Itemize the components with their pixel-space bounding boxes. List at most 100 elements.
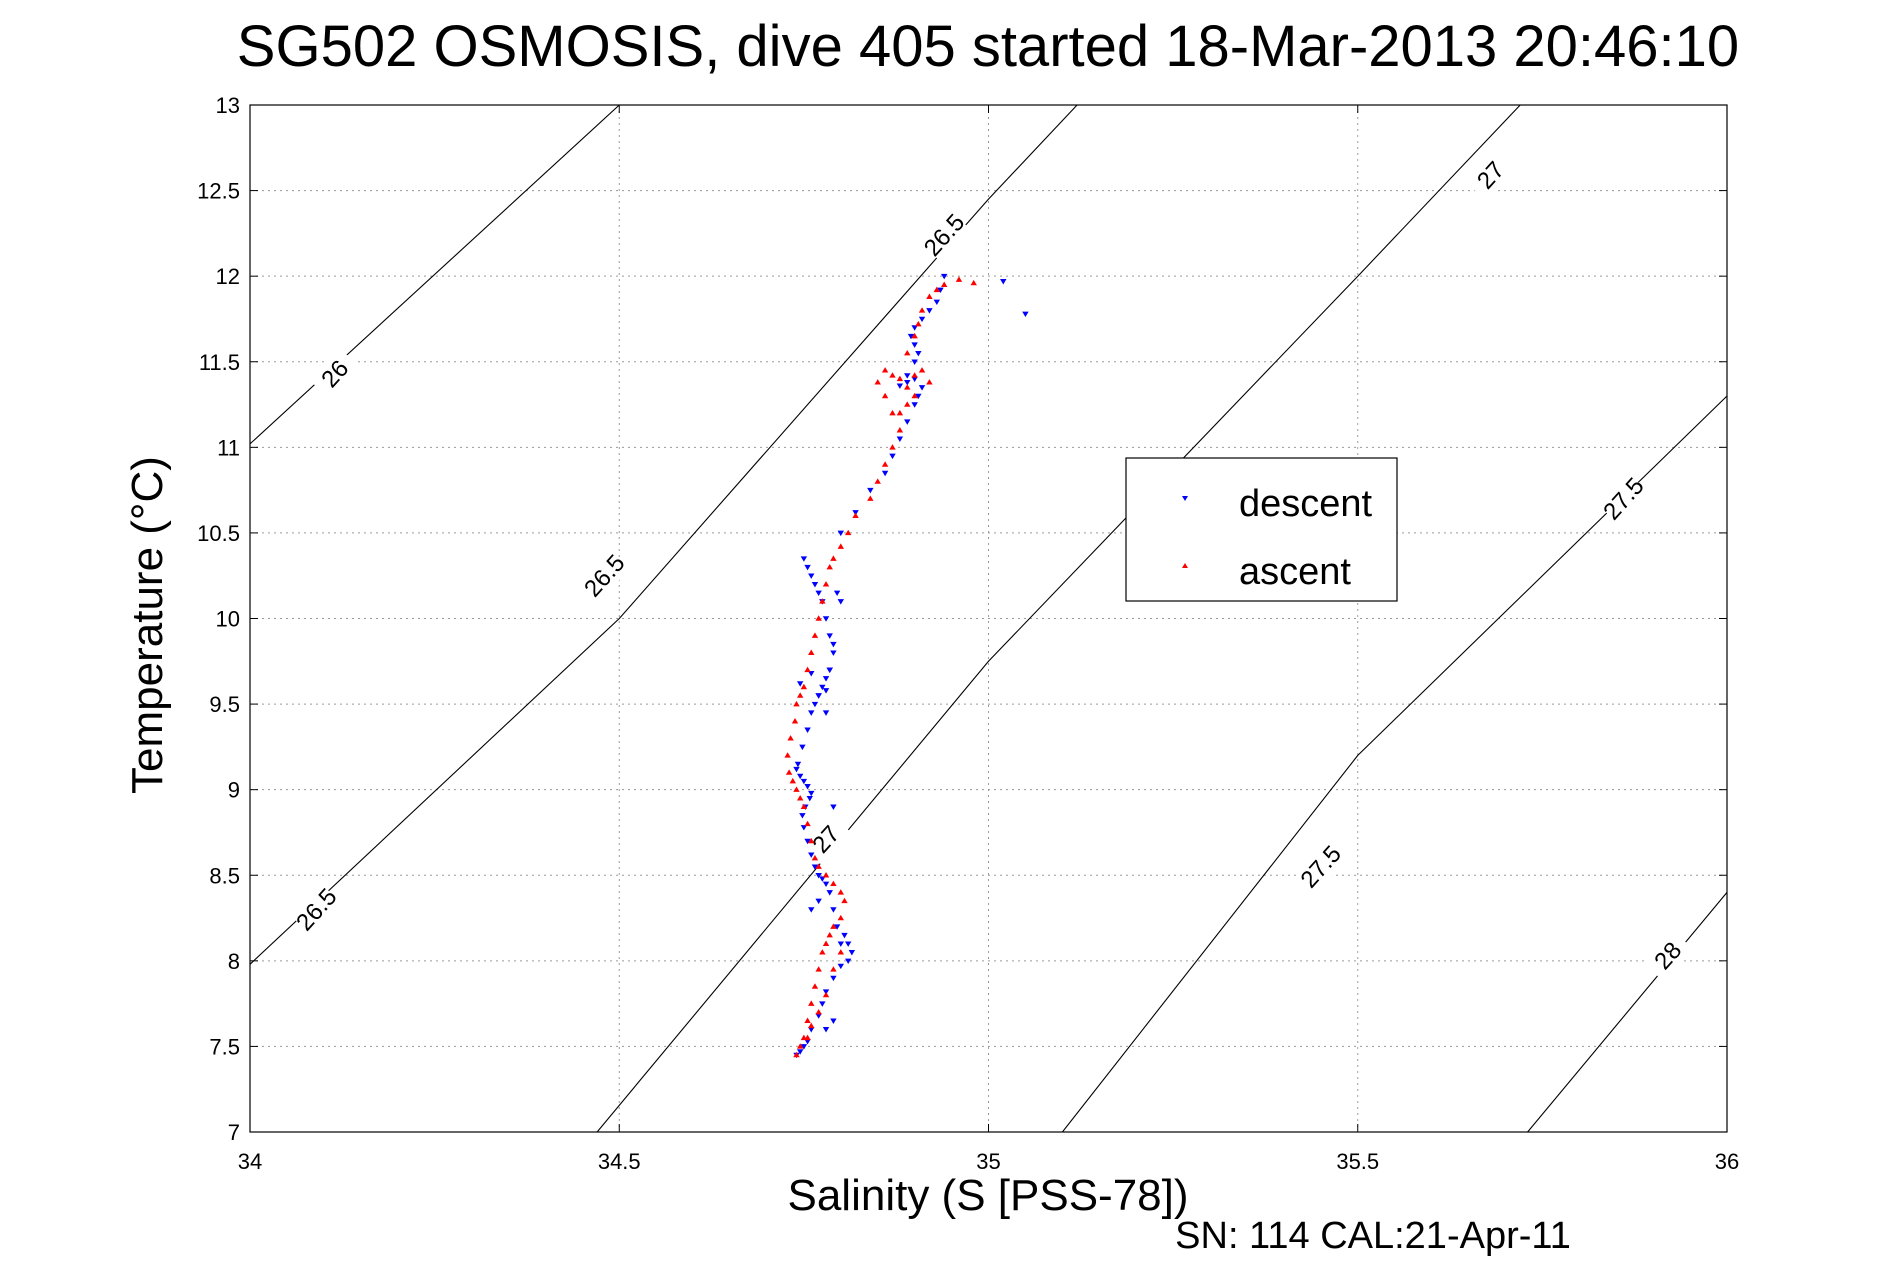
descent-point [918,385,926,391]
descent-point [940,273,948,280]
ascent-point [819,598,826,604]
descent-point [896,383,904,389]
ascent-point [796,1043,804,1049]
x-tick-label: 35.5 [1336,1149,1379,1174]
descent-point [808,852,815,858]
y-tick-label: 10 [216,607,240,632]
y-tick-label: 11 [217,435,240,460]
ascent-point [793,1051,800,1058]
contour-label-bg [1295,840,1346,893]
descent-point [815,898,822,905]
descent-point [911,402,918,408]
legend-ascent-label: ascent [1239,551,1351,593]
isopycnal-28 [1527,892,1727,1132]
descent-point [800,778,808,785]
contour-label-bg [1598,472,1649,525]
descent-point [833,924,841,930]
descent-point [811,864,819,870]
descent-point [826,667,833,674]
descent-point [830,975,837,982]
descent-point [937,287,944,294]
y-axis-label: Temperature (°C) [123,456,172,794]
descent-point [808,573,815,579]
contour-label-bg [1465,149,1516,201]
ascent-point [881,367,889,373]
ascent-point [837,914,844,921]
ascent-point [804,820,811,827]
ascent-point [881,392,889,399]
descent-point [848,950,856,956]
descent-point [911,325,918,331]
descent-point [804,727,811,733]
ascent-point [822,581,830,587]
ascent-point [808,837,815,844]
ascent-point [889,372,896,378]
ascent-point [826,931,833,938]
ascent-point [830,923,837,929]
ascent-point [819,949,826,955]
descent-point [844,941,852,947]
legend: descent ascent [1125,457,1398,602]
ascent-point [796,795,804,801]
descent-point [911,359,918,365]
descent-point [819,1001,826,1007]
contour-label-bg [291,883,342,936]
ascent-point [830,555,837,561]
descent-point [911,342,918,348]
chart-title: SG502 OSMOSIS, dive 405 started 18-Mar-2… [237,14,1739,79]
ascent-point [889,444,896,450]
contour-label-bg [919,209,970,261]
descent-point [804,838,811,845]
y-tick-label: 12.5 [197,179,240,204]
ascent-point [815,1008,822,1015]
isopycnal-26.5 [250,105,1078,965]
descent-point [837,963,844,970]
ascent-point [804,1034,811,1041]
x-tick-label: 35 [976,1149,1000,1174]
contour-label-bg [800,813,852,866]
ascent-point [837,889,844,895]
descent-point [904,373,911,379]
ascent-point [784,752,791,758]
ascent-point [787,735,794,741]
ascent-point [911,332,918,339]
ascent-point [837,543,844,549]
ascent-point [911,392,918,399]
y-tick-label: 11.5 [199,350,240,375]
ascent-point [785,769,793,775]
ascent-point [791,718,799,724]
descent-point [822,688,830,694]
x-tick-label: 34.5 [598,1149,641,1174]
ascent-point [837,949,844,955]
isopycnal-26 [250,105,620,445]
descent-point [896,436,904,442]
ascent-point [789,777,796,784]
ascent-point [800,683,808,690]
ascent-point [911,372,918,378]
y-tick-label: 7 [228,1120,240,1145]
descent-point [881,470,889,477]
descent-point [799,744,806,751]
contour-label-bg [579,549,630,602]
descent-point [841,932,848,939]
descent-point [804,1039,811,1045]
descent-point [793,766,800,773]
descent-point [794,761,802,768]
ascent-point [826,563,833,570]
ascent-point [793,786,800,792]
ascent-point [808,649,815,655]
descent-point [830,641,837,648]
descent-point [889,453,896,460]
ascent-point [804,666,811,673]
descent-point [815,1013,822,1019]
ascent-point [933,286,941,293]
ascent-point [904,384,911,390]
descent-point [796,1049,804,1055]
ascent-point [822,991,830,998]
descent-point [826,633,833,639]
descent-point [800,556,808,562]
descent-point [911,376,918,383]
descent-point [800,825,808,831]
y-tick-label: 9.5 [209,692,240,717]
descent-point [915,350,922,357]
